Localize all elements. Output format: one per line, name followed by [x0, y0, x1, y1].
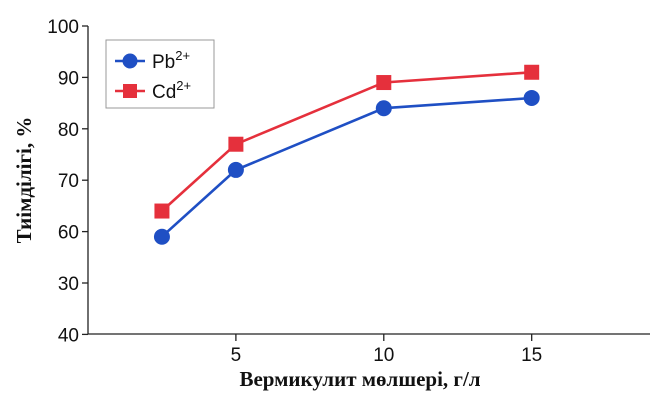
data-point-pb — [153, 228, 170, 245]
legend-item-cd: Cd2+ — [115, 78, 191, 103]
legend: Pb2+ Cd2+ — [105, 39, 215, 109]
legend-marker-cd — [123, 84, 137, 98]
legend-marker-pb — [122, 53, 138, 69]
data-point-cd — [376, 75, 392, 91]
y-tick-label: 80 — [58, 120, 79, 141]
x-axis-title: Вермикулит мөлшері, г/л — [239, 367, 480, 391]
y-tick-label: 100 — [47, 17, 79, 38]
x-tick-label: 5 — [231, 345, 242, 366]
data-point-pb — [227, 161, 244, 178]
data-point-pb — [523, 89, 540, 106]
data-point-cd — [524, 64, 540, 80]
series-line-pb — [161, 96, 532, 238]
legend-item-pb: Pb2+ — [115, 48, 190, 73]
series-line-cd — [161, 71, 532, 212]
data-point-pb — [375, 100, 392, 117]
x-tick-label: 10 — [373, 345, 394, 366]
legend-label-cd: Cd2+ — [152, 78, 191, 103]
x-ticks: 5 10 15 — [231, 334, 542, 366]
y-tick-label: 30 — [58, 274, 79, 295]
y-ticks: 40 30 60 70 80 90 100 — [47, 17, 88, 346]
series-layer — [153, 64, 540, 245]
legend-label-pb: Pb2+ — [152, 48, 190, 73]
y-tick-label: 70 — [58, 171, 79, 192]
data-point-cd — [154, 203, 170, 219]
y-axis-title: Тиімділігі, % — [12, 117, 36, 244]
y-tick-label: 90 — [58, 68, 79, 89]
y-tick-label: 40 — [58, 325, 79, 346]
x-tick-label: 15 — [521, 345, 542, 366]
data-point-cd — [228, 136, 244, 152]
y-tick-label: 60 — [58, 223, 79, 244]
